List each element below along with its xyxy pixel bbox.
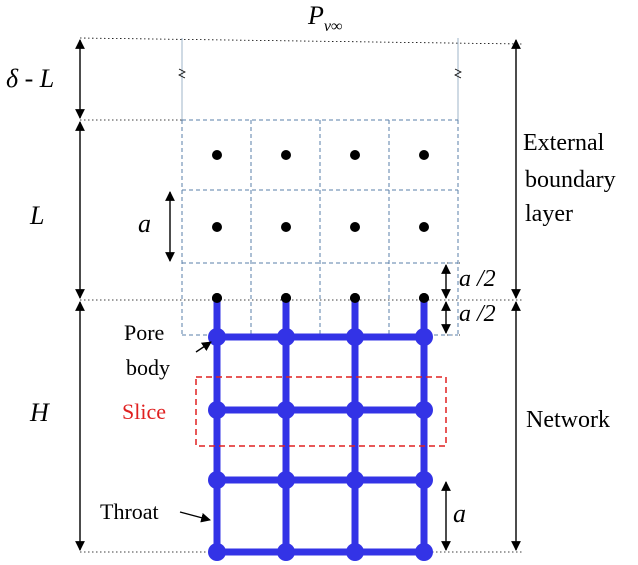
interface-nodes: [212, 293, 429, 303]
dimension-arrows: [75, 39, 521, 551]
reference-lines: [79, 37, 523, 553]
a-label-network: a: [453, 499, 466, 528]
boundary-node: [212, 150, 222, 160]
boundary-layer-grid: [181, 119, 459, 336]
boundary-node: [281, 222, 291, 232]
pore-body: [208, 401, 226, 419]
a-half-label-1: a /2: [459, 266, 496, 292]
throat-label: Throat: [100, 499, 159, 524]
pore-body: [208, 328, 226, 346]
external-label-2: boundary: [525, 167, 616, 193]
boundary-node: [350, 222, 360, 232]
external-label-3: layer: [525, 201, 573, 227]
pore-body: [415, 543, 433, 561]
pore-body: [208, 471, 226, 489]
pore-body: [277, 543, 295, 561]
boundary-node: [419, 150, 429, 160]
boundary-node: [281, 150, 291, 160]
network-label: Network: [526, 407, 610, 433]
pore-body: [415, 471, 433, 489]
throat-pointer: [179, 511, 211, 523]
pore-body: [415, 328, 433, 346]
a-label-boundary: a: [138, 209, 151, 238]
external-label-1: External: [523, 130, 605, 156]
pore-body: [346, 401, 364, 419]
boundary-node: [419, 222, 429, 232]
delta-minus-l-label: δ - L: [6, 64, 54, 93]
slice-label: Slice: [122, 399, 166, 424]
pore-body: [208, 543, 226, 561]
pore-body-pointer: [195, 341, 212, 353]
top-pressure-label: Pv∞: [307, 1, 342, 35]
pore-body: [346, 328, 364, 346]
pore-body: [277, 401, 295, 419]
network-throats: [213, 296, 428, 556]
pore-body: [277, 328, 295, 346]
pore-body-label-1: Pore: [124, 320, 164, 345]
h-label: H: [29, 398, 50, 427]
pore-body: [346, 543, 364, 561]
top-region-outline: [178, 38, 462, 120]
pore-body: [346, 471, 364, 489]
pore-body: [415, 401, 433, 419]
pore-body: [277, 471, 295, 489]
l-label: L: [29, 201, 44, 230]
boundary-node: [212, 222, 222, 232]
a-half-label-2: a /2: [459, 301, 496, 327]
pore-body-label-2: body: [126, 355, 170, 380]
boundary-node: [350, 150, 360, 160]
network-pore-bodies: [208, 328, 433, 561]
slice-box: [195, 376, 447, 447]
